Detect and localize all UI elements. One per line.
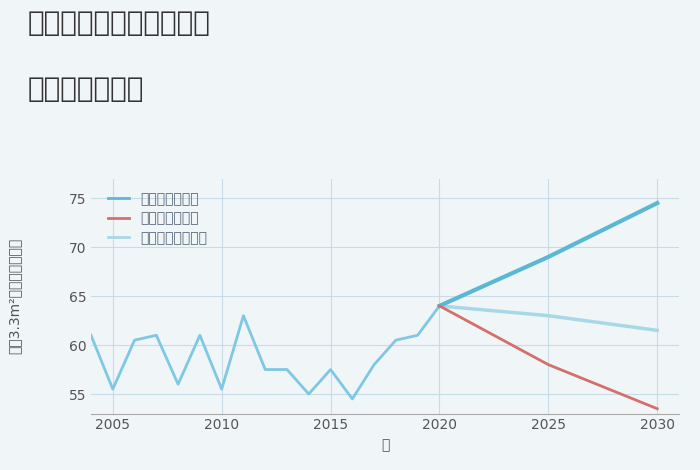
Text: 土地の価格推移: 土地の価格推移 <box>28 75 144 103</box>
グッドシナリオ <box>435 303 444 309</box>
ノーマルシナリオ <box>435 303 444 309</box>
バッドシナリオ <box>435 303 444 309</box>
Legend: グッドシナリオ, バッドシナリオ, ノーマルシナリオ: グッドシナリオ, バッドシナリオ, ノーマルシナリオ <box>104 188 211 250</box>
Text: 坪（3.3m²）単価（万円）: 坪（3.3m²）単価（万円） <box>7 238 21 354</box>
Line: グッドシナリオ: グッドシナリオ <box>440 203 657 306</box>
ノーマルシナリオ <box>544 313 552 319</box>
バッドシナリオ <box>653 406 662 412</box>
グッドシナリオ <box>544 254 552 260</box>
ノーマルシナリオ <box>653 328 662 333</box>
Line: バッドシナリオ: バッドシナリオ <box>440 306 657 409</box>
バッドシナリオ <box>544 362 552 368</box>
Line: ノーマルシナリオ: ノーマルシナリオ <box>440 306 657 330</box>
Text: 神奈川県伊勢原市板戸の: 神奈川県伊勢原市板戸の <box>28 9 211 38</box>
X-axis label: 年: 年 <box>381 438 389 452</box>
グッドシナリオ <box>653 200 662 206</box>
